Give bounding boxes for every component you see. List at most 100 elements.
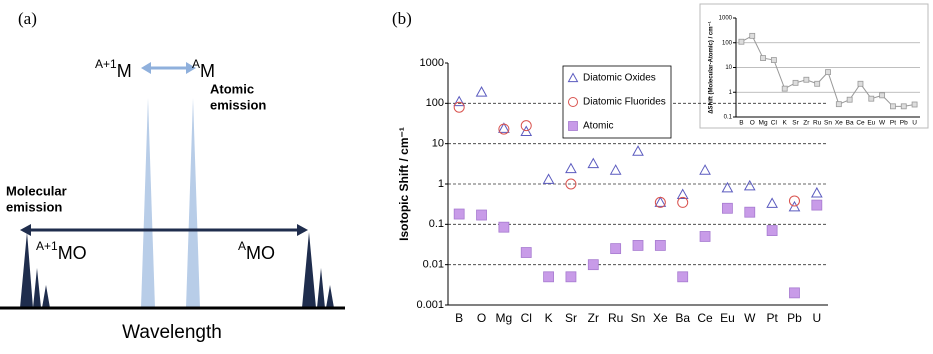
annotation: Atomic — [210, 81, 254, 96]
marker — [770, 57, 777, 63]
x-tick-label: K — [545, 311, 553, 325]
marker — [744, 206, 756, 218]
marker — [609, 164, 622, 175]
marker — [835, 101, 842, 108]
peak — [33, 268, 41, 308]
symbol: MO — [246, 243, 275, 263]
marker — [498, 221, 510, 233]
x-tick-label: Zr — [803, 120, 810, 127]
marker — [654, 196, 666, 208]
marker — [811, 199, 823, 211]
x-tick-label: Cl — [521, 311, 532, 325]
marker — [453, 208, 465, 220]
x-tick-label: K — [783, 120, 788, 127]
peak — [302, 232, 316, 308]
x-tick-label: Ba — [846, 120, 854, 127]
arrow-head — [141, 62, 151, 74]
marker — [475, 86, 488, 97]
peak — [326, 285, 334, 308]
superscript: A+1 — [36, 239, 58, 253]
marker — [789, 287, 800, 299]
x-tick-label: Xe — [653, 311, 668, 325]
marker — [722, 202, 733, 214]
y-axis-title: Isotopic Shift / cm⁻¹ — [397, 127, 411, 241]
marker — [610, 243, 622, 255]
x-tick-label: Xe — [835, 120, 843, 127]
marker — [476, 209, 487, 221]
x-tick-label: Mg — [496, 311, 513, 325]
marker — [738, 38, 745, 45]
x-tick-label: Pt — [890, 120, 896, 127]
peak — [317, 268, 325, 308]
marker — [568, 97, 578, 107]
species-label: A+1MO — [36, 239, 87, 263]
marker — [766, 197, 778, 208]
y-tick-label: 100 — [426, 97, 444, 109]
marker — [857, 80, 864, 87]
x-tick-label: O — [750, 120, 755, 127]
x-tick-label: Sr — [565, 311, 577, 325]
y-tick-label: 10 — [725, 65, 732, 71]
species-label: AM — [192, 57, 215, 81]
x-tick-label: Pb — [787, 311, 802, 325]
superscript: A — [192, 57, 200, 71]
x-tick-label: B — [455, 311, 463, 325]
marker — [879, 92, 886, 99]
marker — [520, 125, 533, 137]
x-tick-label: Ru — [813, 120, 822, 127]
species-label: AMO — [238, 239, 275, 263]
superscript: A+1 — [95, 57, 117, 71]
marker — [565, 162, 577, 174]
marker — [520, 247, 532, 258]
marker — [567, 72, 579, 83]
marker — [810, 186, 823, 198]
marker — [453, 95, 466, 107]
y-tick-label: 100 — [722, 40, 733, 46]
marker — [792, 79, 799, 86]
y-tick-label: 0.01 — [423, 259, 444, 271]
x-tick-label: B — [739, 120, 743, 127]
marker — [632, 145, 644, 156]
arrow-head — [20, 224, 31, 236]
x-axis-title: Wavelength — [122, 322, 222, 343]
superscript: A — [238, 239, 246, 253]
x-tick-label: Pt — [766, 311, 778, 325]
y-tick-label: 1000 — [420, 57, 444, 69]
x-tick-label: O — [477, 311, 486, 325]
legend-label: Atomic — [583, 121, 614, 132]
marker — [587, 259, 599, 271]
x-tick-label: Ru — [608, 311, 623, 325]
annotation: emission — [6, 199, 62, 214]
x-tick-label: Sn — [824, 120, 832, 127]
marker — [699, 231, 711, 242]
marker — [788, 200, 801, 212]
y-tick-label: 1 — [729, 90, 733, 96]
marker — [587, 157, 600, 169]
y-axis-title: ΔShift (Molecular-Atomic) / cm⁻¹ — [708, 21, 715, 113]
marker — [699, 164, 711, 175]
peak — [186, 98, 200, 308]
marker — [814, 80, 821, 87]
marker — [911, 101, 918, 108]
peak — [141, 98, 155, 308]
marker — [890, 103, 896, 110]
marker — [632, 240, 644, 251]
marker — [803, 76, 810, 83]
marker — [677, 271, 689, 283]
x-tick-label: U — [812, 311, 821, 325]
marker — [568, 121, 578, 131]
x-tick-label: U — [912, 120, 917, 127]
species-label: A+1M — [95, 57, 132, 81]
x-tick-label: Ce — [856, 120, 865, 127]
marker — [760, 55, 766, 61]
x-tick-label: Sn — [631, 311, 646, 325]
y-tick-label: 1 — [438, 178, 444, 190]
marker — [766, 225, 778, 236]
marker — [743, 179, 756, 191]
x-tick-label: Ce — [697, 311, 713, 325]
x-tick-label: Mg — [759, 120, 768, 127]
symbol: M — [200, 61, 215, 81]
panel-label: (a) — [18, 9, 37, 28]
